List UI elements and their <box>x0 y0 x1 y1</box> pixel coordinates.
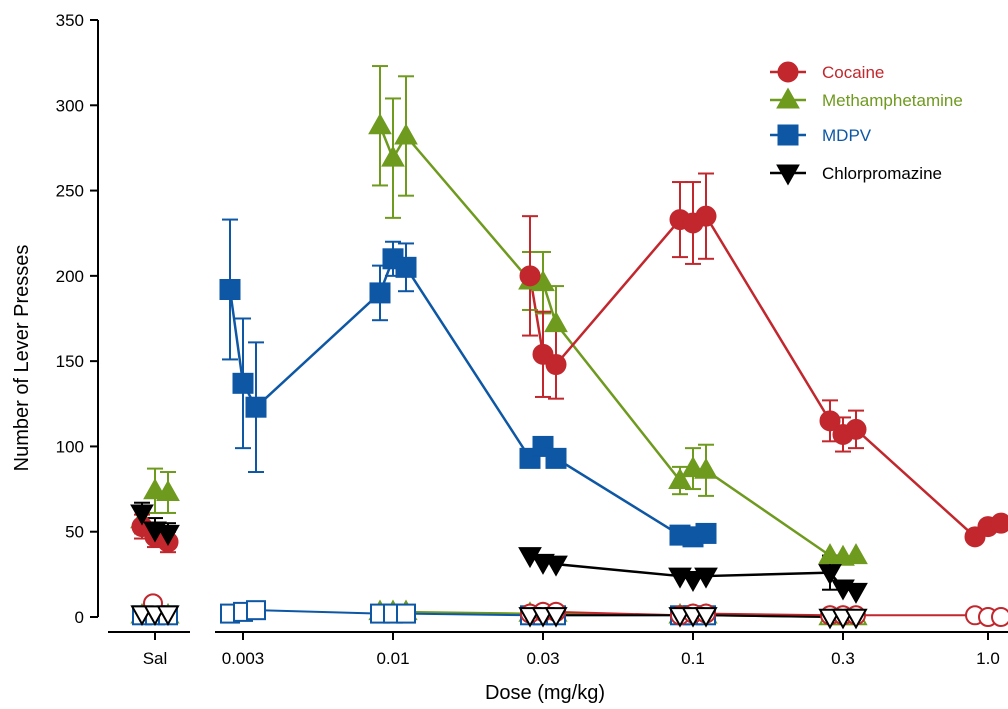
chlorpromazine-saline-open-marker <box>156 605 180 626</box>
mdpv-open-marker <box>246 600 266 621</box>
data-markers <box>130 113 1008 630</box>
legend-marker-cocaine <box>777 61 799 83</box>
x-tick-label: 0.003 <box>222 649 265 668</box>
x-ticks: Sal 0.003 0.01 0.03 0.1 0.3 1.0 <box>143 632 1000 668</box>
legend-label-cocaine: Cocaine <box>822 63 884 82</box>
mdpv-open-marker <box>396 603 416 624</box>
x-tick-label: 0.01 <box>376 649 409 668</box>
mdpv-line <box>228 256 707 539</box>
x-axis-title: Dose (mg/kg) <box>485 682 605 704</box>
methamphetamine-marker <box>844 543 868 565</box>
cocaine-line <box>528 214 1002 539</box>
chlorpromazine-marker <box>694 567 718 589</box>
methamphetamine-line <box>378 125 857 559</box>
x-tick-label: Sal <box>143 649 168 668</box>
x-tick-label: 0.3 <box>831 649 855 668</box>
methamphetamine-marker <box>381 145 405 167</box>
series-lines <box>228 125 1002 618</box>
axes <box>97 20 1008 633</box>
chlorpromazine-saline-marker <box>156 524 180 546</box>
y-ticks: 0 50 100 150 200 250 300 350 <box>56 11 98 627</box>
x-tick-label: 0.1 <box>681 649 705 668</box>
legend-marker-chlorpromazine <box>776 164 800 186</box>
cocaine-marker <box>545 354 567 376</box>
mdpv-marker <box>369 282 391 304</box>
y-tick-label: 350 <box>56 11 84 30</box>
mdpv-marker <box>245 396 267 418</box>
legend-label-chlorpromazine: Chlorpromazine <box>822 164 942 183</box>
methamphetamine-marker <box>694 457 718 479</box>
y-tick-label: 100 <box>56 437 84 456</box>
legend-label-mdpv: MDPV <box>822 126 872 145</box>
mdpv-marker <box>219 279 241 301</box>
cocaine-marker <box>519 265 541 287</box>
x-tick-label: 0.03 <box>526 649 559 668</box>
y-tick-label: 250 <box>56 182 84 201</box>
legend-marker-methamphetamine <box>776 87 800 109</box>
legend-marker-mdpv <box>777 124 799 146</box>
y-axis-title: Number of Lever Presses <box>11 245 33 472</box>
y-tick-label: 150 <box>56 352 84 371</box>
y-tick-label: 50 <box>65 523 84 542</box>
cocaine-marker <box>845 418 867 440</box>
cocaine-marker <box>695 205 717 227</box>
mdpv-marker <box>395 256 417 278</box>
mdpv-marker <box>545 447 567 469</box>
chlorpromazine-open-marker <box>544 607 568 628</box>
chlorpromazine-marker <box>818 564 842 586</box>
mdpv-marker <box>695 522 717 544</box>
cocaine-open-marker <box>991 607 1008 627</box>
y-tick-label: 200 <box>56 267 84 286</box>
legend: Cocaine Methamphetamine MDPV Chlorpromazine <box>770 61 963 186</box>
methamphetamine-marker <box>544 311 568 333</box>
chlorpromazine-marker <box>844 582 868 604</box>
chlorpromazine-open-marker <box>844 608 868 630</box>
chlorpromazine-open-marker <box>694 607 718 628</box>
mdpv-marker <box>232 372 254 394</box>
methamphetamine-marker <box>394 123 418 145</box>
cocaine-marker <box>990 512 1008 534</box>
y-tick-label: 300 <box>56 96 84 115</box>
chlorpromazine-marker <box>544 555 568 577</box>
error-bars <box>134 65 864 591</box>
chlorpromazine-marker <box>681 570 705 592</box>
legend-label-methamphetamine: Methamphetamine <box>822 91 963 110</box>
x-tick-label: 1.0 <box>976 649 1000 668</box>
methamphetamine-marker <box>368 113 392 135</box>
methamphetamine-saline-marker <box>156 479 180 501</box>
y-tick-label: 0 <box>75 608 84 627</box>
cocaine-marker <box>819 410 841 432</box>
methamphetamine-marker <box>668 468 692 490</box>
chlorpromazine-saline-marker <box>130 504 154 526</box>
